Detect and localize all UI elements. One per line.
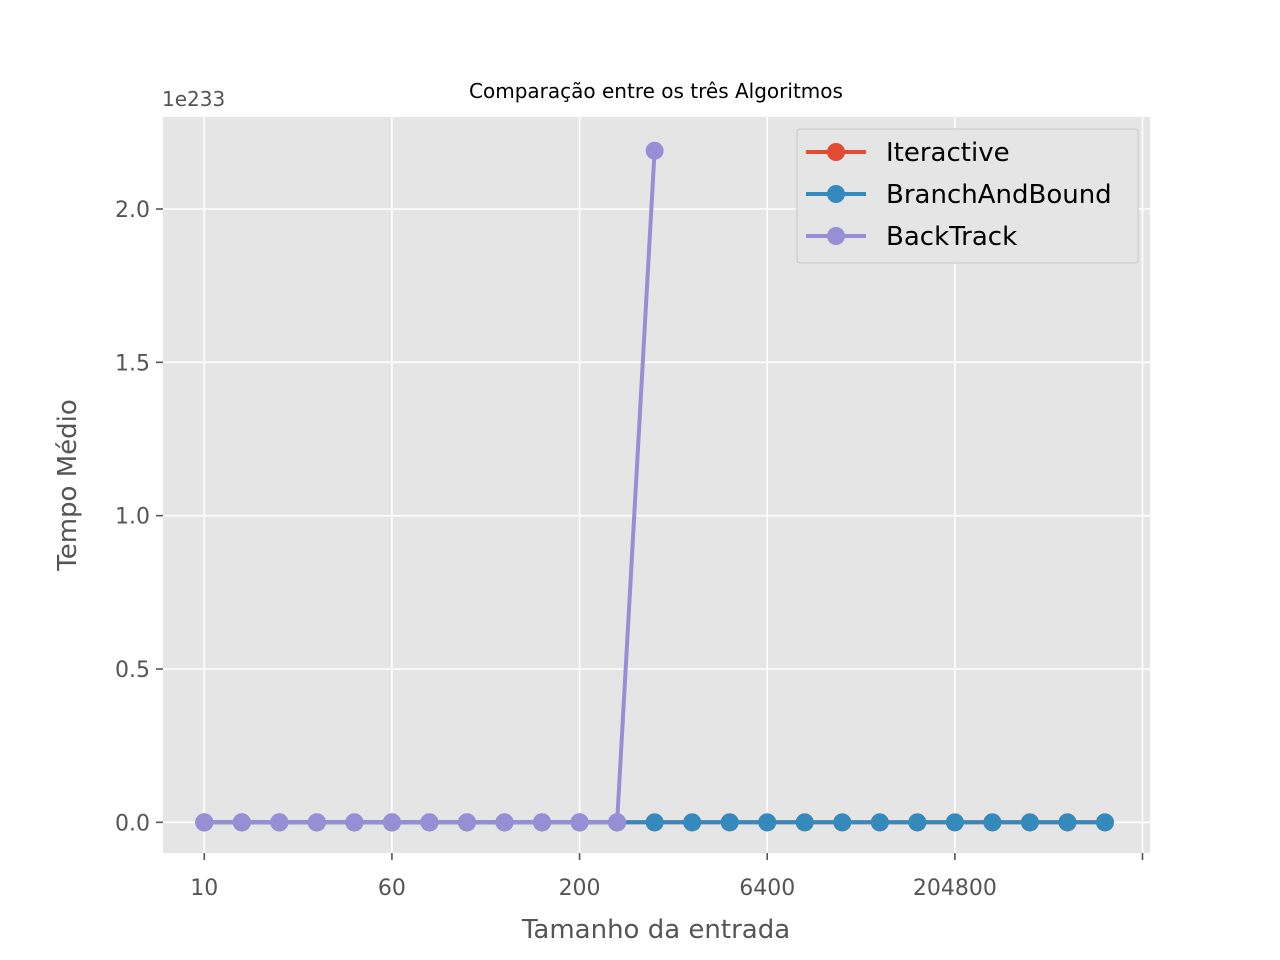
data-point-backtrack — [345, 813, 364, 832]
data-point-branchandbound — [758, 813, 777, 832]
ticks: 0.0 0.5 1.0 1.5 2.0 10 60 200 6400 204800 — [115, 198, 1144, 901]
legend-label-iteractive: Iteractive — [886, 138, 1010, 168]
data-point-backtrack — [570, 813, 589, 832]
y-axis-label: Tempo Médio — [53, 399, 83, 572]
x-tick-label: 60 — [378, 876, 406, 901]
data-point-branchandbound — [908, 813, 927, 832]
data-point-backtrack — [195, 813, 214, 832]
chart-title: Comparação entre os três Algoritmos — [469, 79, 843, 103]
data-point-backtrack — [382, 813, 401, 832]
data-point-backtrack — [420, 813, 439, 832]
data-point-branchandbound — [1058, 813, 1077, 832]
legend-marker-branchandbound — [827, 185, 845, 203]
legend-box — [796, 128, 1139, 264]
data-point-branchandbound — [1095, 813, 1114, 832]
data-point-backtrack — [232, 813, 251, 832]
series-layer — [195, 141, 1114, 832]
data-point-branchandbound — [945, 813, 964, 832]
data-point-backtrack — [533, 813, 552, 832]
legend-marker-iteractive — [827, 143, 845, 161]
x-axis-label: Tamanho da entrada — [521, 915, 790, 945]
x-tick-label: 6400 — [739, 876, 795, 901]
data-point-backtrack — [270, 813, 289, 832]
y-offset-label: 1e233 — [162, 87, 225, 111]
data-point-branchandbound — [720, 813, 739, 832]
data-point-branchandbound — [833, 813, 852, 832]
y-tick-label: 0.0 — [115, 811, 150, 836]
x-tick-label: 204800 — [913, 876, 997, 901]
legend-label-backtrack: BackTrack — [886, 222, 1017, 252]
data-point-branchandbound — [795, 813, 814, 832]
data-point-backtrack — [645, 141, 664, 160]
x-tick-label: 10 — [190, 876, 218, 901]
y-tick-label: 1.5 — [115, 351, 150, 376]
data-point-backtrack — [307, 813, 326, 832]
data-point-backtrack — [457, 813, 476, 832]
y-tick-label: 1.0 — [115, 505, 150, 530]
data-point-branchandbound — [645, 813, 664, 832]
x-tick-label: 200 — [559, 876, 601, 901]
data-point-backtrack — [495, 813, 514, 832]
grid — [163, 117, 1150, 853]
y-tick-label: 2.0 — [115, 198, 150, 223]
data-point-branchandbound — [683, 813, 702, 832]
legend: Iteractive BranchAndBound BackTrack — [796, 128, 1139, 264]
data-point-backtrack — [608, 813, 627, 832]
data-point-branchandbound — [1020, 813, 1039, 832]
legend-label-branchandbound: BranchAndBound — [886, 180, 1112, 210]
legend-marker-backtrack — [827, 227, 845, 245]
data-point-branchandbound — [983, 813, 1002, 832]
data-point-branchandbound — [870, 813, 889, 832]
y-tick-label: 0.5 — [115, 658, 150, 683]
